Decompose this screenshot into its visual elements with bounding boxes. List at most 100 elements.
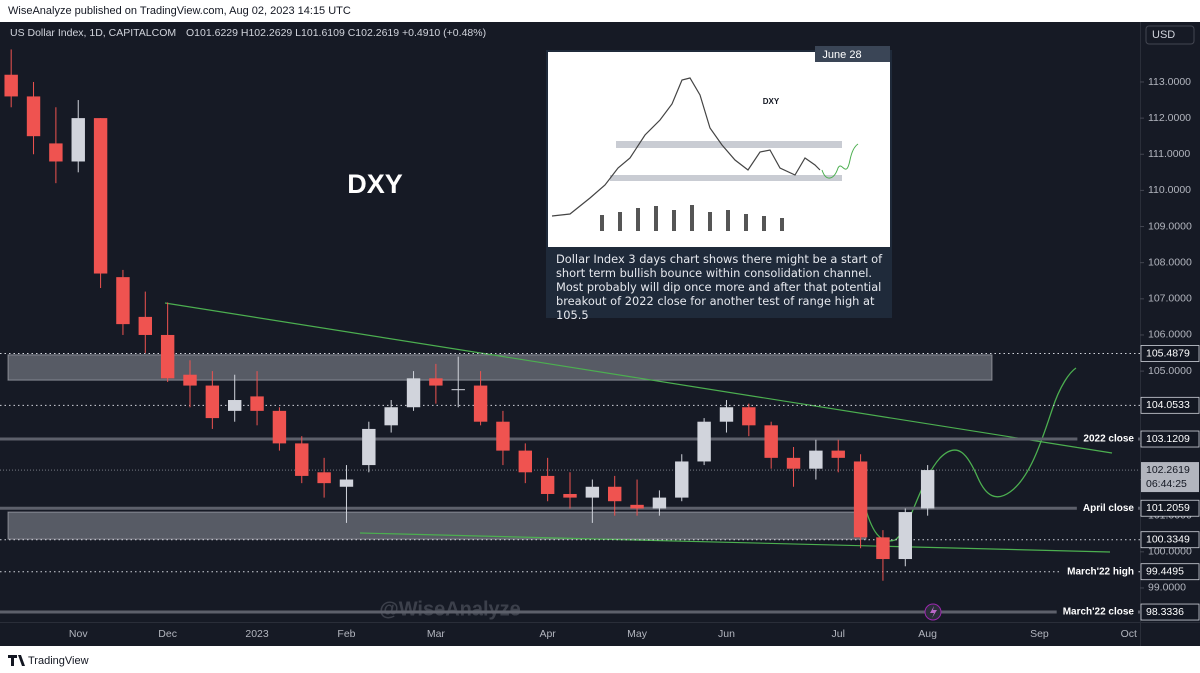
range-zone bbox=[7, 354, 993, 381]
x-tick-label: Aug bbox=[918, 628, 937, 640]
inset-title: DXY bbox=[763, 97, 780, 106]
candle-body bbox=[160, 334, 175, 379]
inset-zone bbox=[616, 141, 842, 148]
candle-body bbox=[26, 96, 41, 137]
level-price-box bbox=[1140, 531, 1200, 549]
candle-body bbox=[295, 443, 309, 476]
x-tick-label: May bbox=[627, 628, 648, 640]
brand-logo bbox=[8, 655, 25, 666]
y-tick-label: 113.0000 bbox=[1148, 76, 1191, 88]
level-price: 98.3336 bbox=[1146, 606, 1184, 618]
header-bar bbox=[0, 0, 1200, 22]
level-price-box bbox=[1140, 603, 1200, 621]
level-name-box bbox=[1077, 431, 1138, 448]
watermark: @WiseAnalyze bbox=[379, 598, 521, 620]
y-tick-label: 111.0000 bbox=[1148, 148, 1190, 160]
x-tick-label: Sep bbox=[1030, 628, 1049, 640]
y-tick-label: 109.0000 bbox=[1148, 220, 1192, 232]
inset-zone bbox=[610, 175, 842, 181]
symbol: US Dollar Index, 1D, CAPITALCOM bbox=[10, 27, 176, 39]
level-name: April close bbox=[1083, 503, 1135, 514]
y-tick-label: 106.0000 bbox=[1148, 329, 1192, 341]
level-name-box bbox=[1056, 604, 1138, 621]
y-tick-label: 99.0000 bbox=[1148, 582, 1186, 594]
ohlc: O101.6229 H102.2629 L101.6109 C102.2619 … bbox=[186, 27, 486, 39]
inset-date: June 28 bbox=[822, 49, 861, 61]
candle-body bbox=[384, 407, 398, 426]
candle-body bbox=[853, 461, 868, 538]
candle-body bbox=[585, 486, 600, 498]
candle-body bbox=[116, 277, 130, 325]
candle-body bbox=[228, 400, 242, 411]
level-price-box bbox=[1140, 396, 1200, 414]
x-tick-label: Nov bbox=[69, 628, 88, 640]
x-tick-label: Jun bbox=[718, 628, 735, 640]
candle-body bbox=[317, 472, 331, 484]
level-name-box bbox=[1061, 563, 1138, 580]
candle-body bbox=[406, 378, 421, 408]
candle-body bbox=[608, 486, 622, 502]
trend-line-upper bbox=[164, 302, 1113, 454]
x-tick-label: Dec bbox=[158, 628, 177, 640]
level-price: 101.2059 bbox=[1146, 502, 1190, 514]
candle-body bbox=[540, 475, 555, 494]
candle-body bbox=[675, 461, 689, 498]
candle-body bbox=[496, 421, 510, 451]
x-tick-label: Feb bbox=[337, 628, 355, 640]
x-tick-label: Mar bbox=[427, 628, 446, 640]
candle-body bbox=[429, 378, 443, 386]
candle-body bbox=[138, 316, 152, 335]
candle-body bbox=[786, 457, 801, 469]
level-price: 99.4495 bbox=[1146, 565, 1184, 577]
candle-body bbox=[876, 537, 890, 560]
candle-body bbox=[719, 407, 734, 422]
inset-note: Dollar Index 3 days chart shows there mi… bbox=[556, 252, 883, 322]
currency-box[interactable] bbox=[1145, 25, 1195, 45]
x-tick-label: 2023 bbox=[245, 628, 269, 640]
level-name: March'22 close bbox=[1063, 607, 1135, 618]
level-name: 2022 close bbox=[1083, 434, 1134, 445]
level-price-box bbox=[1140, 345, 1200, 362]
candle-body bbox=[71, 118, 85, 162]
candle-body bbox=[831, 450, 845, 458]
y-tick-label: 105.0000 bbox=[1148, 365, 1192, 377]
candle-body bbox=[697, 421, 711, 462]
candle-body bbox=[764, 425, 778, 458]
level-name-box bbox=[1076, 500, 1138, 517]
y-tick-label: 112.0000 bbox=[1148, 112, 1191, 124]
candle-body bbox=[898, 512, 912, 560]
candle-body bbox=[742, 407, 756, 426]
candle-body bbox=[563, 493, 577, 498]
candle-body bbox=[4, 74, 18, 97]
candle-body bbox=[652, 497, 667, 509]
candle-body bbox=[362, 428, 376, 466]
candle-body bbox=[205, 385, 220, 419]
last-price: 102.2619 bbox=[1146, 464, 1190, 476]
y-tick-label: 100.0000 bbox=[1148, 546, 1192, 558]
x-tick-label: Jul bbox=[832, 628, 845, 640]
candle-body bbox=[93, 118, 108, 274]
brand: TradingView bbox=[28, 655, 89, 667]
currency[interactable]: USD bbox=[1152, 29, 1175, 41]
candle-body bbox=[451, 389, 465, 391]
chart-title: DXY bbox=[347, 169, 403, 199]
inset-price bbox=[551, 77, 821, 217]
level-price: 100.3349 bbox=[1146, 533, 1190, 545]
projection-curve bbox=[865, 367, 1077, 542]
candle-body bbox=[49, 143, 63, 162]
candle-body bbox=[920, 470, 935, 509]
inset-volume bbox=[600, 205, 784, 231]
level-price: 103.1209 bbox=[1146, 433, 1190, 445]
candle-body bbox=[630, 504, 644, 509]
candle-body bbox=[518, 450, 532, 473]
y-tick-label: 107.0000 bbox=[1148, 293, 1192, 305]
x-tick-label: Oct bbox=[1121, 628, 1137, 640]
inset-projection bbox=[821, 143, 859, 179]
footer-bar bbox=[0, 646, 1200, 673]
last-price-box bbox=[1141, 462, 1199, 493]
publisher: WiseAnalyze published on TradingView.com… bbox=[8, 5, 351, 17]
y-tick-label: 108.0000 bbox=[1148, 256, 1192, 268]
alert-icon-bolt[interactable] bbox=[930, 606, 937, 618]
